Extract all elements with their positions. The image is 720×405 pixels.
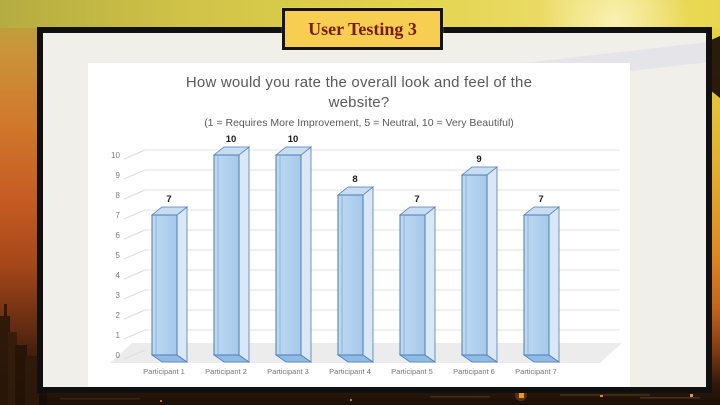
bar-3d: 7 <box>522 194 561 363</box>
x-category-label: Participant 4 <box>329 367 371 376</box>
x-category-label: Participant 7 <box>515 367 557 376</box>
data-label: 10 <box>226 134 237 145</box>
y-tick-label: 6 <box>116 231 121 240</box>
y-tick-label: 5 <box>116 251 121 260</box>
chart-subtitle: (1 = Requires More Improvement, 5 = Neut… <box>204 117 514 129</box>
bar-3d: 10 <box>212 134 251 363</box>
gridline-diagonal <box>123 349 146 360</box>
gridline-diagonal <box>123 149 146 160</box>
gridline-diagonal <box>123 209 146 220</box>
chart-title-line2: website? <box>328 94 390 111</box>
gridline-diagonal <box>123 309 146 320</box>
gridline-diagonal <box>123 169 146 180</box>
slide-title: User Testing 3 <box>308 18 417 39</box>
y-tick-label: 0 <box>116 351 121 360</box>
data-label: 10 <box>288 134 299 145</box>
y-tick-label: 9 <box>116 171 121 180</box>
slide-card: How would you rate the overall look and … <box>37 27 712 393</box>
gridline-diagonal <box>123 189 146 200</box>
bar-3d: 9 <box>460 154 499 363</box>
bar-chart: 0 1 2 3 4 5 6 7 8 9 10 7 10 10 8 7 9 7 Participant 1 Partic… <box>110 134 622 376</box>
chart-title-line1: How would you rate the overall look and … <box>185 74 533 91</box>
gridline-diagonal <box>123 229 146 240</box>
gridline-diagonal <box>123 249 146 260</box>
bar-3d: 7 <box>398 194 437 363</box>
gridline-diagonal <box>123 329 146 340</box>
bar-3d: 8 <box>336 174 375 363</box>
bar-3d: 10 <box>274 134 313 363</box>
y-tick-label: 4 <box>116 271 121 280</box>
gridline-diagonal <box>123 269 146 280</box>
x-category-label: Participant 3 <box>267 367 309 376</box>
chart-panel: How would you rate the overall look and … <box>88 63 630 387</box>
y-tick-label: 2 <box>116 311 121 320</box>
x-category-label: Participant 2 <box>205 367 247 376</box>
y-tick-label: 1 <box>116 331 121 340</box>
bar-3d: 7 <box>150 194 189 363</box>
x-category-label: Participant 5 <box>391 367 433 376</box>
y-tick-label: 3 <box>116 291 121 300</box>
city-silhouette-shape <box>0 304 39 405</box>
gridline-diagonal <box>123 289 146 300</box>
y-tick-label: 10 <box>111 151 120 160</box>
data-label: 7 <box>538 194 543 205</box>
y-tick-label: 8 <box>116 191 121 200</box>
data-label: 7 <box>166 194 171 205</box>
y-tick-label: 7 <box>116 211 121 220</box>
x-category-label: Participant 6 <box>453 367 495 376</box>
slide-title-box: User Testing 3 <box>282 8 443 50</box>
x-category-label: Participant 1 <box>143 367 185 376</box>
data-label: 7 <box>414 194 419 205</box>
data-label: 8 <box>352 174 357 185</box>
data-label: 9 <box>476 154 481 165</box>
